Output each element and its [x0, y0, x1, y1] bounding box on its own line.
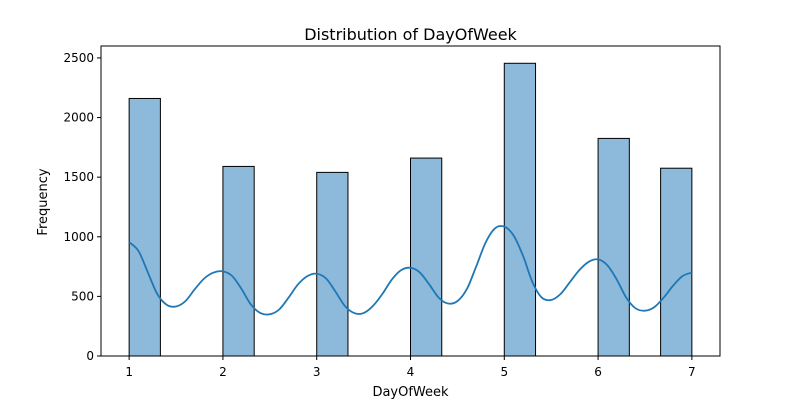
x-tick-label: 7	[688, 365, 696, 379]
x-tick-label: 4	[407, 365, 415, 379]
x-tick-label: 5	[500, 365, 508, 379]
x-tick-label: 1	[125, 365, 133, 379]
x-axis: 1 2 3 4 5 6 7	[125, 356, 696, 379]
bar-day-2	[222, 165, 255, 357]
y-tick-label: 1000	[63, 230, 94, 244]
bar-day-4	[410, 157, 443, 357]
kde-line	[128, 225, 693, 316]
x-tick-label: 3	[313, 365, 321, 379]
y-tick-label: 2500	[63, 51, 94, 65]
bar-day-1	[128, 97, 161, 357]
chart-title: Distribution of DayOfWeek	[304, 25, 517, 44]
bars-group	[128, 62, 693, 357]
y-axis: 0 500 1000 1500 2000 2500	[63, 51, 101, 363]
y-tick-label: 0	[86, 349, 94, 363]
bar-day-7	[660, 167, 693, 357]
x-tick-label: 2	[219, 365, 227, 379]
x-axis-label: DayOfWeek	[372, 385, 449, 400]
y-tick-label: 500	[71, 289, 94, 303]
y-axis-label: Frequency	[36, 168, 51, 235]
plot-frame	[100, 45, 721, 357]
y-tick-label: 1500	[63, 170, 94, 184]
y-tick-label: 2000	[63, 111, 94, 125]
bar-day-5	[503, 62, 537, 357]
kde-line-group	[128, 225, 693, 316]
x-tick-label: 6	[594, 365, 602, 379]
bar-day-3	[316, 171, 349, 357]
bar-day-6	[597, 137, 630, 357]
